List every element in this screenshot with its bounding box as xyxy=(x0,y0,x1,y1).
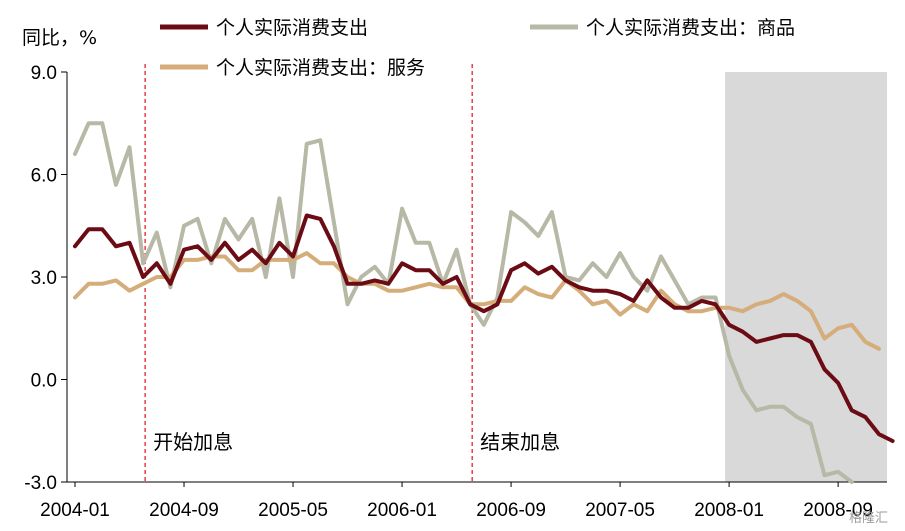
x-tick-label-6: 2008-01 xyxy=(694,500,764,521)
x-tick-label-2: 2005-05 xyxy=(258,500,328,521)
y-tick-label-3: 0.0 xyxy=(31,371,57,392)
y-tick-label-0: 9.0 xyxy=(31,63,57,84)
x-tick-label-5: 2007-05 xyxy=(585,500,655,521)
series-line-0 xyxy=(73,213,895,443)
series-layer xyxy=(73,121,895,484)
y-tick-label-4: -3.0 xyxy=(24,473,57,494)
annotation-label-1: 结束加息 xyxy=(480,430,560,454)
annotation-lines-layer: 开始加息 结束加息 xyxy=(144,64,560,482)
legend-label-2: 个人实际消费支出：服务 xyxy=(216,57,425,79)
y-tick-label-1: 6.0 xyxy=(31,166,57,187)
x-tick-label-7: 2008-09 xyxy=(803,500,873,521)
x-tick-label-1: 2004-09 xyxy=(149,500,219,521)
annotation-label-0: 开始加息 xyxy=(153,430,233,454)
watermark: 格隆汇 xyxy=(849,510,888,526)
x-tick-label-0: 2004-01 xyxy=(40,500,110,521)
legend-label-1: 个人实际消费支出：商品 xyxy=(586,17,795,39)
axes-layer: 9.0 6.0 3.0 0.0 -3.0 2004-01 2004-09 2005-05 200… xyxy=(24,63,887,521)
x-tick-label-4: 2006-09 xyxy=(476,500,546,521)
x-tick-label-3: 2006-01 xyxy=(367,500,437,521)
series-line-1 xyxy=(73,121,854,484)
legend-label-0: 个人实际消费支出 xyxy=(216,17,368,39)
y-axis-unit-label: 同比，% xyxy=(22,27,97,49)
y-tick-label-2: 3.0 xyxy=(31,268,57,289)
